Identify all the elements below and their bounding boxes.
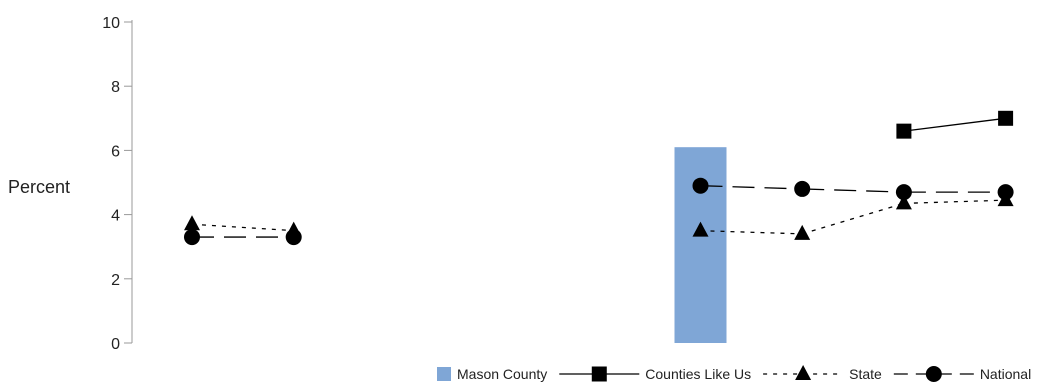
point-national	[794, 180, 811, 197]
legend-item-state: State	[763, 365, 882, 382]
point-national	[997, 184, 1014, 201]
bar-mason-county	[674, 147, 727, 343]
series-national	[184, 177, 1014, 246]
line-layer	[184, 110, 1014, 246]
legend-label: State	[849, 366, 882, 382]
bar-layer	[674, 147, 727, 343]
y-tick-label: 0	[111, 336, 120, 353]
legend-item-mason-county: Mason County	[437, 366, 547, 382]
point-state	[794, 224, 811, 240]
point-state	[895, 194, 912, 210]
point-counties-like-us	[896, 123, 912, 139]
line-segment-state	[700, 230, 803, 235]
legend-swatch	[437, 367, 451, 381]
line-segment-national	[700, 185, 803, 190]
point-national	[285, 229, 302, 246]
legend-marker	[591, 366, 607, 382]
legend-marker	[795, 365, 812, 380]
point-state	[692, 221, 709, 237]
line-segment-state	[802, 202, 905, 235]
y-tick-label: 10	[102, 15, 120, 32]
line-segment-state	[191, 223, 294, 232]
legend-item-counties-like-us: Counties Like Us	[559, 366, 751, 382]
y-tick-label: 2	[111, 272, 120, 289]
line-segment-counties-like-us	[903, 117, 1006, 132]
legend: Mason County Counties Like Us State Nationa…	[437, 365, 1031, 382]
point-national	[692, 177, 709, 194]
point-state	[184, 215, 200, 231]
y-tick-label: 8	[111, 79, 120, 96]
line-segment-state	[903, 199, 1006, 205]
line-segment-national	[802, 188, 904, 193]
y-tick-label: 6	[111, 143, 120, 160]
y-tick-label: 4	[111, 208, 120, 225]
legend-item-national: National	[893, 366, 1031, 382]
legend-marker	[925, 366, 942, 382]
y-axis-label: Percent	[8, 177, 70, 197]
legend-label: National	[980, 366, 1031, 382]
series-counties-like-us	[896, 110, 1014, 139]
legend-label: Mason County	[457, 366, 547, 382]
y-axis: 0 2 4 6 8 10	[102, 15, 133, 353]
point-national	[184, 229, 200, 246]
legend-label: Counties Like Us	[645, 366, 751, 382]
point-national	[895, 184, 912, 201]
point-counties-like-us	[998, 110, 1014, 126]
series-state	[184, 191, 1014, 240]
